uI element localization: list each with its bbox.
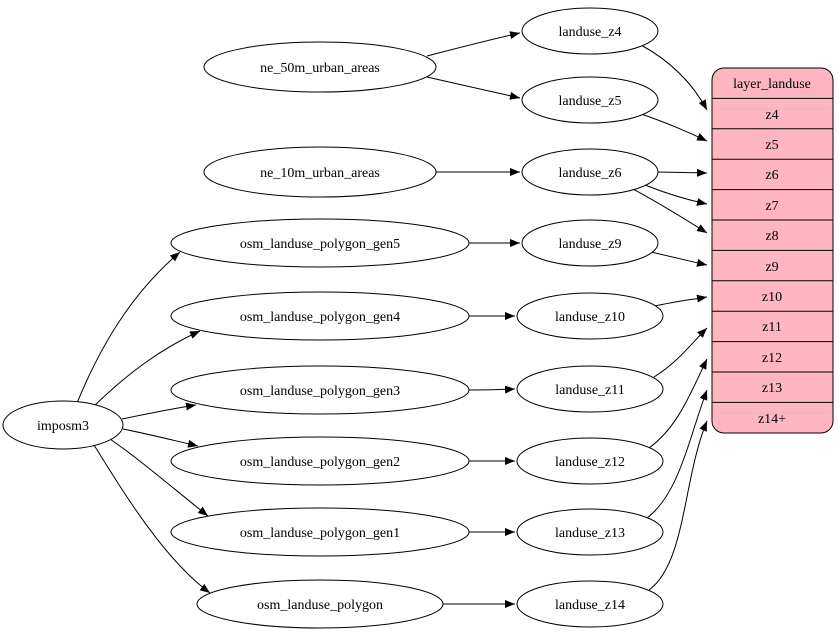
edge-imposm3-to-gen1 xyxy=(109,438,209,517)
landuse-z5-label: landuse_z5 xyxy=(559,94,622,109)
table-row-z14plus: z14+ xyxy=(758,412,786,427)
node-osm-landuse-polygon-gen3: osm_landuse_polygon_gen3 xyxy=(170,365,470,415)
table-row-z7: z7 xyxy=(765,199,778,214)
osm-landuse-polygon-gen3-label: osm_landuse_polygon_gen3 xyxy=(240,384,400,399)
ne-10m-urban-areas-label: ne_10m_urban_areas xyxy=(260,166,380,181)
node-osm-landuse-polygon-gen2: osm_landuse_polygon_gen2 xyxy=(170,436,470,486)
landuse-z12-ellipse xyxy=(516,437,664,485)
ne-50m-urban-areas-ellipse xyxy=(203,41,437,93)
node-osm-landuse-polygon: osm_landuse_polygon xyxy=(196,579,444,629)
node-osm-landuse-polygon-gen4: osm_landuse_polygon_gen4 xyxy=(170,291,470,341)
node-ne-50m-urban-areas: ne_50m_urban_areas xyxy=(203,41,437,93)
edge-landuse-z13-to-row-z13 xyxy=(646,389,708,519)
node-landuse-z12: landuse_z12 xyxy=(516,437,664,485)
edge-landuse-z4-to-row-z4 xyxy=(640,44,708,111)
table-row-z8: z8 xyxy=(765,229,778,244)
node-osm-landuse-polygon-gen5: osm_landuse_polygon_gen5 xyxy=(170,218,470,268)
node-layer-landuse-table: layer_landuse z4 z5 z6 z7 z8 z9 z10 z11 … xyxy=(711,67,834,434)
edge-ne50m-to-landuse-z4 xyxy=(426,31,521,57)
osm-landuse-polygon-label: osm_landuse_polygon xyxy=(257,598,383,613)
edge-landuse-z6-to-row-z8 xyxy=(632,188,708,234)
edge-imposm3-to-gen4 xyxy=(92,330,201,408)
osm-landuse-polygon-gen4-ellipse xyxy=(170,291,470,341)
node-ne-10m-urban-areas: ne_10m_urban_areas xyxy=(203,146,437,198)
landuse-z10-label: landuse_z10 xyxy=(555,310,625,325)
landuse-z9-ellipse xyxy=(521,219,659,267)
imposm3-label: imposm3 xyxy=(37,419,89,434)
edge-landuse-z11-to-row-z11 xyxy=(653,327,708,378)
edge-imposm3-to-gen3 xyxy=(121,402,197,420)
table-row-z12: z12 xyxy=(762,351,782,366)
edge-gen3-to-landuse-z11 xyxy=(468,385,516,394)
table-row-z4: z4 xyxy=(765,108,778,123)
landuse-z13-label: landuse_z13 xyxy=(555,526,625,541)
edge-landuse-z5-to-row-z5 xyxy=(640,113,708,142)
osm-landuse-polygon-gen2-label: osm_landuse_polygon_gen2 xyxy=(240,455,400,470)
osm-landuse-polygon-gen4-label: osm_landuse_polygon_gen4 xyxy=(240,310,400,325)
node-landuse-z11: landuse_z11 xyxy=(516,365,664,413)
node-landuse-z6: landuse_z6 xyxy=(521,148,659,196)
landuse-z10-ellipse xyxy=(516,292,664,340)
landuse-z6-ellipse xyxy=(521,148,659,196)
osm-landuse-polygon-gen3-ellipse xyxy=(170,365,470,415)
osm-landuse-polygon-gen2-ellipse xyxy=(170,436,470,486)
edge-imposm3-to-polygon xyxy=(93,444,211,594)
landuse-z9-label: landuse_z9 xyxy=(559,237,622,252)
node-imposm3: imposm3 xyxy=(2,400,124,450)
edge-imposm3-to-gen2 xyxy=(122,428,199,448)
node-landuse-z14: landuse_z14 xyxy=(516,580,664,628)
node-landuse-z13: landuse_z13 xyxy=(516,508,664,556)
edge-layer xyxy=(76,31,708,608)
landuse-z14-ellipse xyxy=(516,580,664,628)
edge-landuse-z9-to-row-z9 xyxy=(650,251,708,267)
table-row-z5: z5 xyxy=(765,138,778,153)
edge-landuse-z6-to-row-z7 xyxy=(644,184,708,206)
node-landuse-z5: landuse_z5 xyxy=(521,76,659,124)
imposm3-ellipse xyxy=(2,400,124,450)
landuse-z4-ellipse xyxy=(521,7,659,55)
edge-landuse-z6-to-row-z6 xyxy=(657,168,708,177)
landuse-z11-label: landuse_z11 xyxy=(555,383,624,398)
edge-landuse-z12-to-row-z12 xyxy=(648,358,708,449)
table-row-z13: z13 xyxy=(762,381,782,396)
landuse-z4-label: landuse_z4 xyxy=(559,25,622,40)
osm-landuse-polygon-gen1-ellipse xyxy=(170,507,470,557)
edge-landuse-z10-to-row-z10 xyxy=(654,294,708,307)
edge-landuse-z14-to-row-z14plus xyxy=(648,420,708,591)
table-row-z11: z11 xyxy=(762,320,782,335)
node-osm-landuse-polygon-gen1: osm_landuse_polygon_gen1 xyxy=(170,507,470,557)
landuse-z13-ellipse xyxy=(516,508,664,556)
landuse-z5-ellipse xyxy=(521,76,659,124)
landuse-z14-label: landuse_z14 xyxy=(555,598,625,613)
osm-landuse-polygon-gen5-label: osm_landuse_polygon_gen5 xyxy=(240,237,400,252)
node-landuse-z10: landuse_z10 xyxy=(516,292,664,340)
table-row-z10: z10 xyxy=(762,290,782,305)
layer-landuse-title: layer_landuse xyxy=(733,77,811,92)
landuse-z11-ellipse xyxy=(516,365,664,413)
landuse-z6-label: landuse_z6 xyxy=(559,166,622,181)
osm-landuse-polygon-gen5-ellipse xyxy=(170,218,470,268)
table-row-z6: z6 xyxy=(765,168,778,183)
node-landuse-z4: landuse_z4 xyxy=(521,7,659,55)
ne-10m-urban-areas-ellipse xyxy=(203,146,437,198)
node-landuse-z9: landuse_z9 xyxy=(521,219,659,267)
ne-50m-urban-areas-label: ne_50m_urban_areas xyxy=(260,61,380,76)
edge-ne50m-to-landuse-z5 xyxy=(426,76,521,100)
osm-landuse-polygon-ellipse xyxy=(196,579,444,629)
landuse-z12-label: landuse_z12 xyxy=(555,455,625,470)
edge-imposm3-to-gen5 xyxy=(76,251,181,404)
osm-landuse-polygon-gen1-label: osm_landuse_polygon_gen1 xyxy=(240,526,400,541)
table-row-z9: z9 xyxy=(765,260,778,275)
